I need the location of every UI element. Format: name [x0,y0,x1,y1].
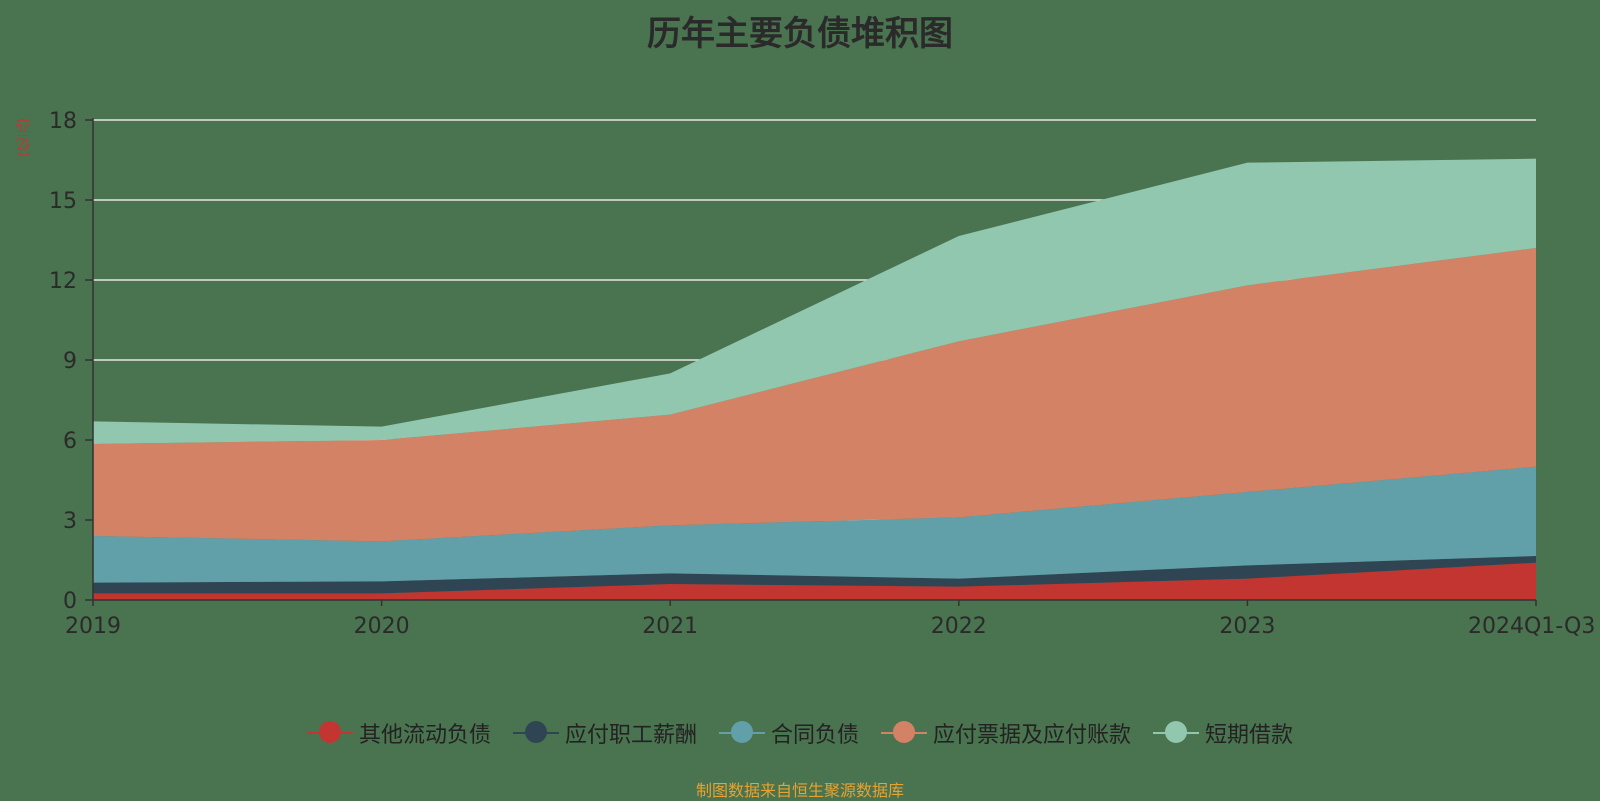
legend-marker-icon [1153,721,1200,745]
x-tick-label: 2019 [65,614,121,639]
legend: 其他流动负债 应付职工薪酬 合同负债 应付票据及应付账款 短期借款 [0,717,1600,749]
legend-marker-icon [718,721,765,745]
area-series-3 [93,248,1536,542]
legend-label: 应付职工薪酬 [564,723,697,748]
legend-item-1[interactable]: 应付职工薪酬 [512,717,697,749]
y-tick-label: 18 [49,109,77,134]
area-series-layer [93,158,1536,600]
y-tick-label: 3 [63,509,77,534]
legend-item-3[interactable]: 应付票据及应付账款 [881,717,1131,749]
y-tick-label: 9 [63,349,77,374]
legend-marker-dot [1165,721,1188,743]
axes: 0 3 6 9 12 15 18 2019 2020 2021 2022 2023 2024Q1-Q3 [49,109,1595,639]
legend-marker-dot [318,721,341,743]
x-tick-label: 2024Q1-Q3 [1468,614,1595,639]
legend-marker-icon [881,721,927,745]
chart-title: 历年主要负债堆积图 [647,14,953,54]
legend-marker-dot [524,721,547,743]
legend-label: 短期借款 [1205,723,1294,748]
legend-item-2[interactable]: 合同负债 [718,717,859,749]
legend-marker-dot [730,721,753,743]
area-series-4 [93,158,1536,444]
legend-marker-icon [512,721,559,745]
legend-label: 应付票据及应付账款 [933,723,1132,748]
source-note: 制图数据来自恒生聚源数据库 [695,781,904,800]
legend-marker-dot [893,721,915,743]
y-tick-label: 15 [49,189,77,214]
legend-marker-icon [306,721,353,745]
x-tick-label: 2021 [642,614,698,639]
y-tick-label: 6 [63,429,77,454]
area-series-0 [93,562,1536,600]
legend-label: 合同负债 [770,723,859,748]
x-tick-label: 2020 [354,614,410,639]
area-series-1 [93,556,1536,594]
y-tick-label: 12 [49,269,77,294]
legend-item-0[interactable]: 其他流动负债 [306,717,491,749]
legend-item-4[interactable]: 短期借款 [1153,717,1293,749]
y-tick-label: 0 [63,589,77,614]
legend-label: 其他流动负债 [358,723,491,748]
x-tick-label: 2023 [1219,614,1275,639]
x-tick-label: 2022 [931,614,987,639]
area-series-2 [93,466,1536,583]
